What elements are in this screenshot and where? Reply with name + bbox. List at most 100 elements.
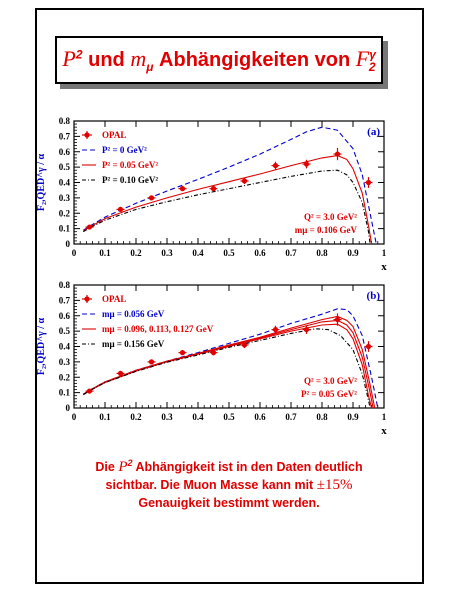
y-tick-label: 0.1 [59,224,71,234]
y-tick-label: 0.1 [59,388,71,398]
series-line [83,328,371,409]
data-point [303,161,310,167]
data-point [117,370,124,377]
legend-label: P² = 0.05 GeV² [102,160,158,170]
data-point [86,388,93,394]
y-axis-label: F₂,QED^γ / α [36,318,47,376]
legend-label: mμ = 0.056 GeV [102,309,165,319]
y-tick-label: 0.8 [59,116,71,126]
x-tick-label: 0.8 [316,412,328,422]
data-point [210,350,217,356]
x-tick-label: 0.2 [130,248,142,258]
data-point [365,343,372,350]
x-tick-label: 0.7 [285,412,297,422]
conclusion-pm: ±15% [316,477,353,494]
data-point [179,186,186,192]
data-point [241,178,248,184]
x-tick-label: 1 [382,248,387,258]
conclusion-p-exp: 2 [127,458,133,468]
x-tick-label: 0.4 [192,412,204,422]
legend-label: mμ = 0.096, 0.113, 0.127 GeV [102,324,214,334]
series-line [83,155,373,245]
x-tick-label: 0.2 [130,412,142,422]
x-tick-label: 0.6 [254,248,266,258]
x-tick-label: 0.7 [285,248,297,258]
y-tick-label: 0.5 [59,162,71,172]
x-axis-label: x [381,425,387,437]
data-point [272,162,279,169]
data-point [334,316,341,323]
x-tick-label: 0 [72,248,77,258]
conclusion-text: Die P2 Abhängigkeit ist in den Daten deu… [55,454,403,512]
x-tick-label: 0.8 [316,248,328,258]
series-line [83,169,371,245]
panel-label: (b) [367,290,381,302]
x-tick-label: 0.6 [254,412,266,422]
y-tick-label: 0.4 [59,178,71,188]
conclusion-l1b: Abhängigkeit ist in den Daten deutlich [135,460,363,475]
y-tick-label: 0.6 [59,147,71,157]
data-point [148,195,155,201]
y-tick-label: 0.7 [59,131,71,141]
x-tick-label: 0.9 [347,412,359,422]
y-tick-label: 0.5 [59,326,71,336]
y-tick-label: 0.2 [59,372,71,382]
annotation-text: Q² = 3.0 GeV² [304,376,357,386]
data-point [148,359,155,365]
title-f: F [355,46,370,71]
y-tick-label: 0 [66,403,71,413]
x-tick-label: 0.4 [192,248,204,258]
data-point [210,186,217,192]
x-tick-label: 0.1 [99,412,111,422]
conclusion-l2a: sichtbar. Die Muon Masse kann mit [105,478,314,493]
y-tick-label: 0.6 [59,311,71,321]
slide-frame [35,8,424,584]
title-f-sub: 2 [368,60,376,74]
legend-label: P² = 0 GeV² [102,145,147,155]
y-axis-label: F₂,QED^γ / α [36,154,47,212]
title-rest: Abhängigkeiten von [159,49,351,71]
y-tick-label: 0 [66,239,71,249]
data-point [179,350,186,356]
x-tick-label: 0 [72,412,77,422]
title-m: m [130,46,147,71]
legend-label: P² = 0.10 GeV² [102,175,158,185]
chart-panel-a: 0 0.1 0.2 0.3 0.4 0.5 0.6 0.7 0.8 0.9 1 0 0.1 0.2 0.3 0… [36,116,387,273]
x-tick-label: 0.1 [99,248,111,258]
annotation-text: P² = 0.05 GeV² [301,389,357,399]
legend-label: OPAL [102,130,126,140]
series-line [83,323,373,409]
x-tick-label: 0.5 [223,412,235,422]
title-text: P2 und mμ Abhängigkeiten von Fγ2 [62,46,375,74]
legend-label: mμ = 0.156 GeV [102,339,165,349]
y-tick-label: 0.2 [59,208,71,218]
conclusion-l1a: Die [95,460,115,475]
title-m-sub: μ [146,60,154,74]
title-p-exp: 2 [75,47,83,62]
legend-label: OPAL [102,294,126,304]
slide-title: P2 und mμ Abhängigkeiten von Fγ2 [55,36,383,84]
y-tick-label: 0.3 [59,193,71,203]
data-point [365,179,372,186]
data-point [334,151,341,157]
x-tick-label: 1 [382,412,387,422]
chart-panel-b: 0 0.1 0.2 0.3 0.4 0.5 0.6 0.7 0.8 0.9 1 0 0.1 0.2 0.3 0… [36,280,387,437]
data-point [86,224,93,230]
annotation-text: Q² = 3.0 GeV² [304,212,357,222]
y-tick-label: 0.8 [59,280,71,290]
conclusion-p: P [118,459,128,476]
x-tick-label: 0.9 [347,248,359,258]
title-f-sup: γ [369,47,376,62]
y-tick-label: 0.7 [59,295,71,305]
y-tick-label: 0.3 [59,357,71,367]
data-point [117,206,124,213]
title-mid: und [88,49,125,71]
x-tick-label: 0.3 [161,412,173,422]
data-point [272,326,279,333]
conclusion-l3: Genauigkeit bestimmt werden. [138,496,320,511]
y-tick-label: 0.4 [59,342,71,352]
data-point [303,326,310,333]
x-tick-label: 0.5 [223,248,235,258]
title-p: P [62,46,76,71]
